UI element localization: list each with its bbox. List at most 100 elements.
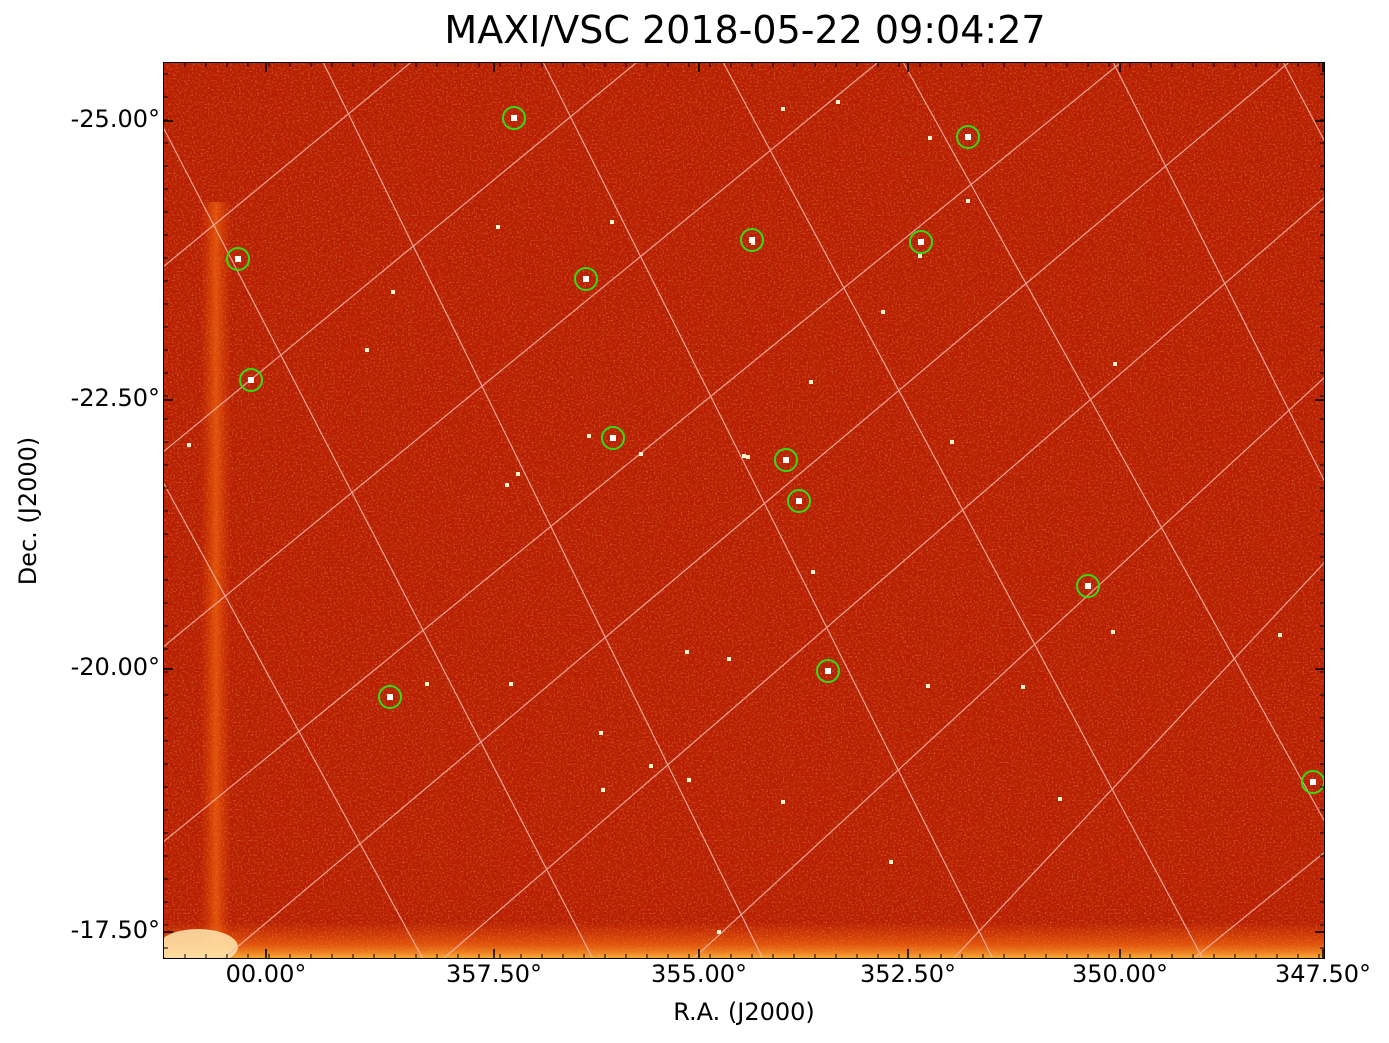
circled-source-core [825, 668, 831, 674]
y-tick-label: -22.50° [70, 384, 160, 412]
x-tick-label: 347.50° [1275, 960, 1371, 988]
grid-line [222, 62, 1291, 959]
circled-source-core [235, 256, 241, 262]
x-tick-label: 355.00° [651, 960, 747, 988]
point-source [811, 570, 815, 574]
point-source [509, 682, 513, 686]
sky-map [163, 62, 1325, 959]
source-circle [378, 685, 402, 709]
source-circle [239, 368, 263, 392]
grid-line [1192, 851, 1325, 959]
circled-source-core [387, 694, 393, 700]
circled-source-core [248, 377, 254, 383]
point-source [727, 657, 731, 661]
circled-source-core [918, 239, 924, 245]
source-circle [774, 448, 798, 472]
point-source [1058, 797, 1062, 801]
grid-line [1112, 62, 1325, 483]
point-source [505, 483, 509, 487]
point-source [187, 443, 191, 447]
source-circle [909, 230, 933, 254]
grid-line [722, 62, 1204, 959]
circled-source-core [1085, 583, 1091, 589]
bottom-glow [163, 922, 1325, 959]
left-glow-band [201, 202, 231, 959]
point-source [746, 455, 750, 459]
point-source [781, 800, 785, 804]
point-source [881, 310, 885, 314]
point-source [649, 764, 653, 768]
grid-line [163, 481, 424, 959]
point-source [687, 778, 691, 782]
sky-map-svg [163, 62, 1325, 959]
image-title: MAXI/VSC 2018-05-22 09:04:27 [444, 8, 1046, 52]
circled-source-core [783, 457, 789, 463]
point-source [601, 788, 605, 792]
point-source [391, 290, 395, 294]
point-source [717, 930, 721, 934]
point-source [610, 220, 614, 224]
source-circles [226, 106, 1325, 794]
grid-line [163, 62, 639, 453]
circled-source-core [749, 237, 755, 243]
source-circle [226, 247, 250, 271]
source-circle [574, 267, 598, 291]
y-tick-label: -20.00° [70, 653, 160, 681]
source-circle [601, 426, 625, 450]
point-source [639, 452, 643, 456]
point-source [926, 684, 930, 688]
point-source [742, 454, 746, 458]
point-source [516, 472, 520, 476]
point-source [425, 682, 429, 686]
x-tick-label: 00.00° [225, 960, 307, 988]
point-source [685, 650, 689, 654]
grid-line [542, 62, 994, 959]
source-circle [502, 106, 526, 130]
point-source [587, 434, 591, 438]
point-source [365, 348, 369, 352]
y-axis-label: Dec. (J2000) [14, 436, 42, 586]
point-source [966, 199, 970, 203]
point-source [836, 100, 840, 104]
x-tick-label: 352.50° [860, 960, 956, 988]
point-source [809, 380, 813, 384]
point-source [889, 860, 893, 864]
source-circle [956, 125, 980, 149]
x-tick-label: 350.00° [1072, 960, 1168, 988]
circled-source-core [511, 115, 517, 121]
grid-line [442, 196, 1325, 959]
source-circle [787, 489, 811, 513]
source-circle [816, 659, 840, 683]
x-tick-label: 357.50° [446, 960, 542, 988]
point-source [781, 107, 785, 111]
source-circle [740, 228, 764, 252]
grid-line [163, 62, 880, 648]
noise-texture [163, 62, 1325, 959]
point-source [950, 440, 954, 444]
grid-line [322, 62, 764, 959]
grid-line [692, 376, 1325, 959]
grid-line [902, 62, 1325, 823]
point-source [1113, 362, 1117, 366]
point-source [928, 136, 932, 140]
circled-source-core [965, 134, 971, 140]
point-source [599, 731, 603, 735]
circled-source-core [583, 276, 589, 282]
point-source [1278, 633, 1282, 637]
grid-line [952, 561, 1325, 959]
point-source [918, 254, 922, 258]
corner-bright-spot [163, 929, 238, 959]
circled-source-core [796, 498, 802, 504]
source-circle [1076, 574, 1100, 598]
grid-line [163, 62, 1123, 843]
grid-line [1282, 62, 1325, 143]
point-source [1111, 630, 1115, 634]
y-tick-label: -17.50° [70, 916, 160, 944]
grid-line [163, 126, 594, 959]
circled-source-core [610, 435, 616, 441]
y-tick-label: -25.00° [70, 105, 160, 133]
coordinate-grid [163, 62, 1325, 959]
point-source [496, 225, 500, 229]
circled-source-core [1310, 779, 1316, 785]
point-source [1021, 685, 1025, 689]
